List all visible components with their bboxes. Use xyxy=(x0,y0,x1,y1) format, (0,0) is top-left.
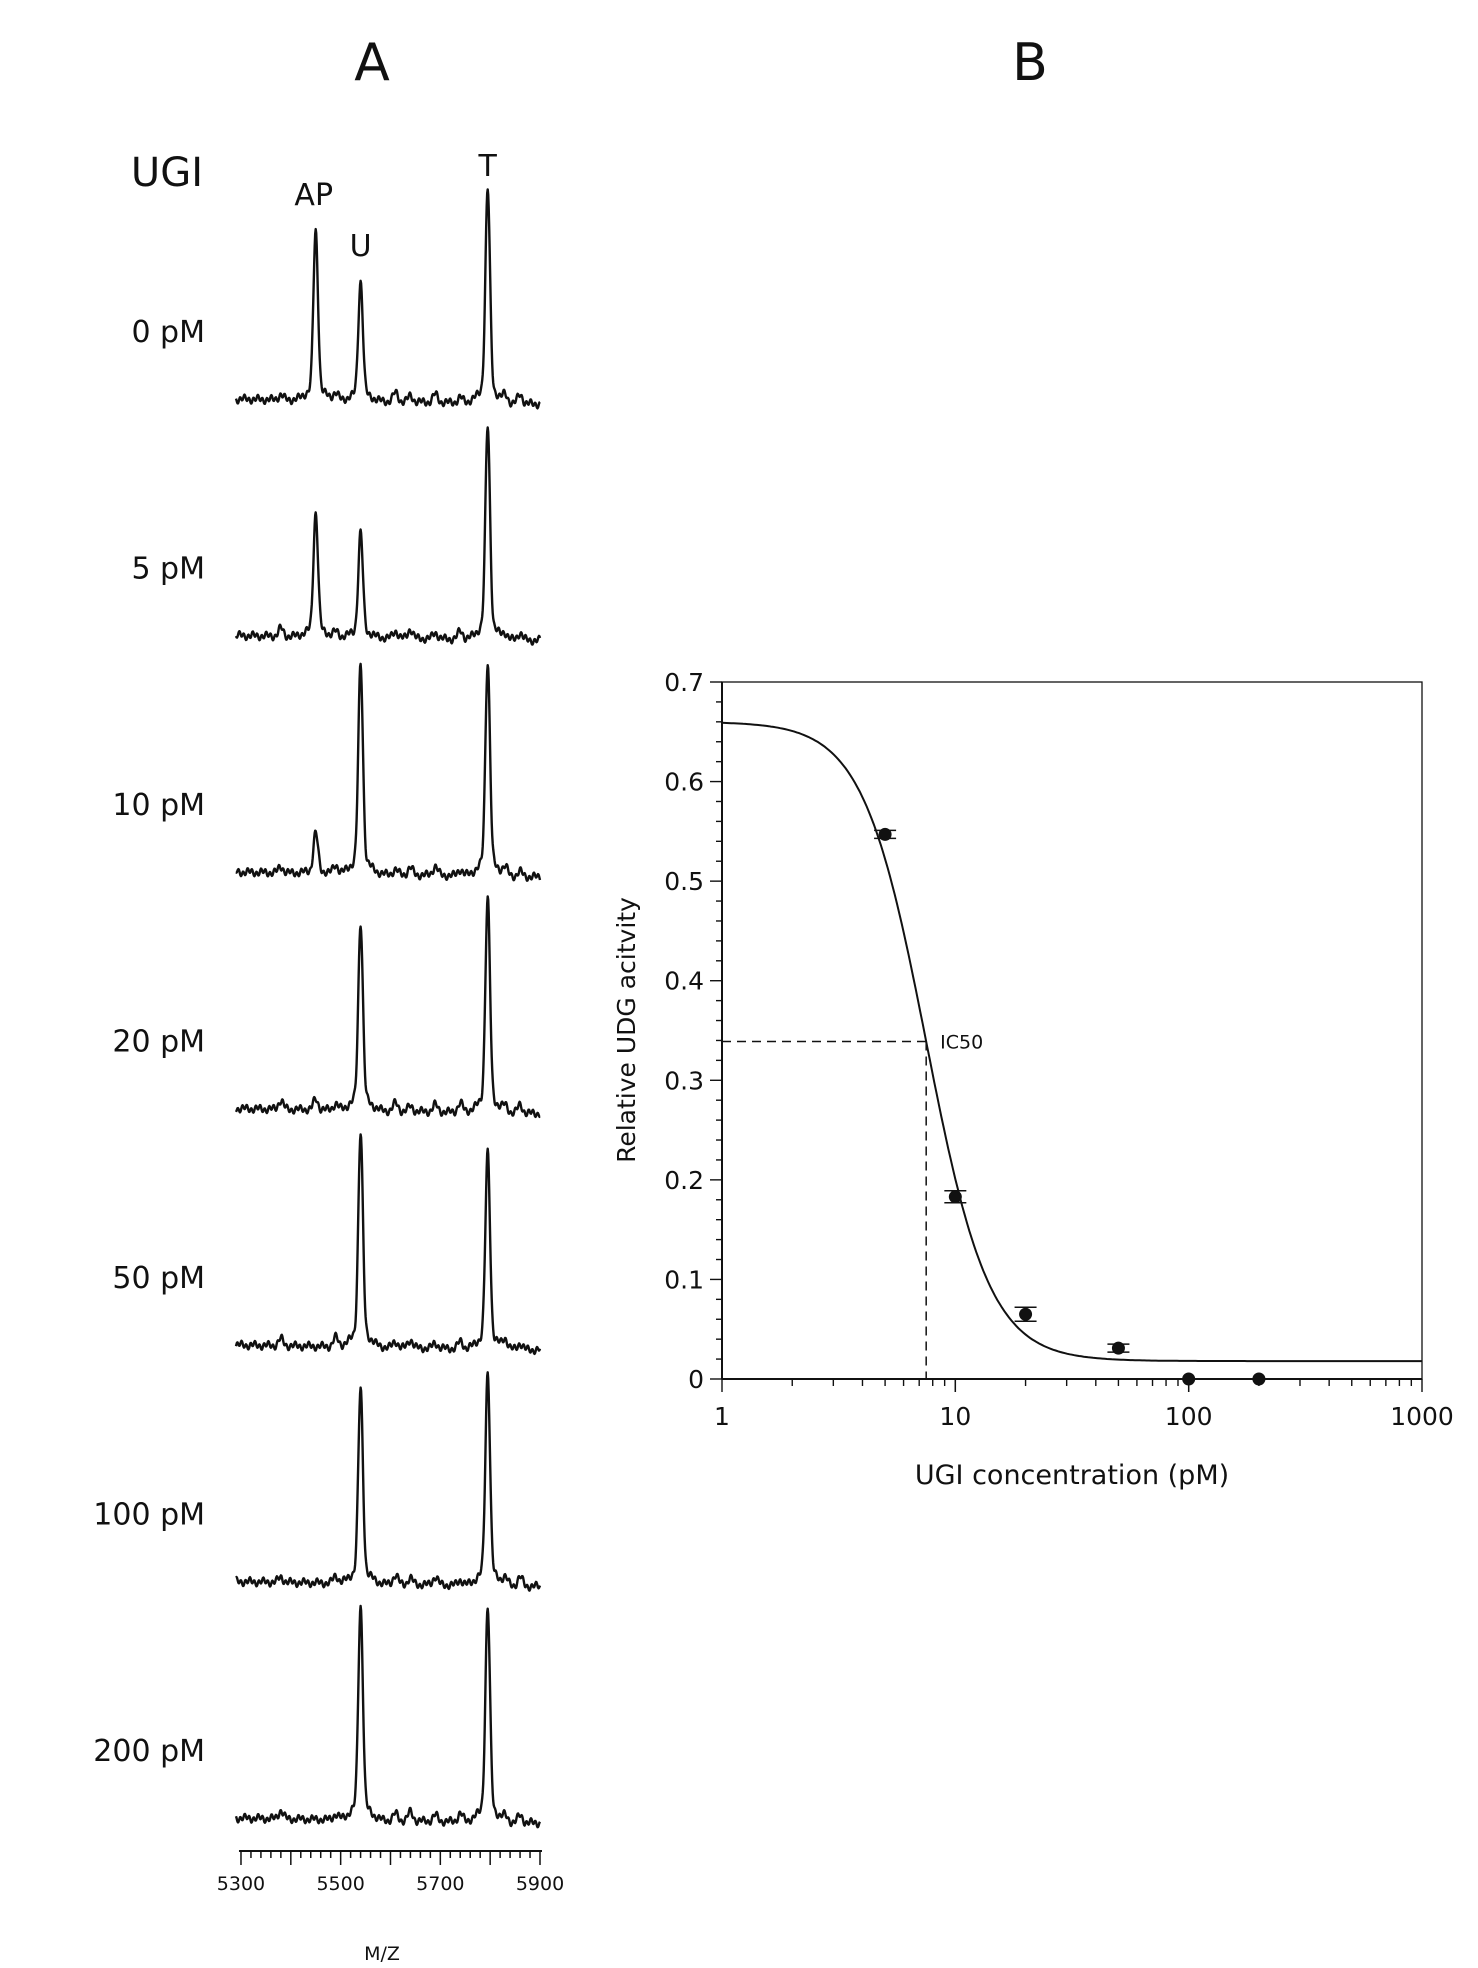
concentration-label: 100 pM xyxy=(93,1498,205,1533)
y-tick-label: 0.7 xyxy=(664,668,704,697)
data-point xyxy=(1182,1372,1196,1386)
spectrum-trace xyxy=(234,1604,542,1829)
point-marker xyxy=(1111,1341,1125,1355)
ugi-header: UGI xyxy=(131,150,203,196)
data-point xyxy=(1107,1341,1130,1355)
spectrum-trace xyxy=(234,1133,542,1356)
y-tick-label: 0.2 xyxy=(664,1166,704,1195)
y-axis-label: Relative UDG acitvity xyxy=(612,897,641,1163)
data-points xyxy=(874,827,1266,1386)
concentration-label: 50 pM xyxy=(112,1261,205,1296)
spectrum-row: 0 pM xyxy=(131,188,541,410)
fit-curve-group: IC50 xyxy=(721,721,1422,1379)
x-tick-label: 100 xyxy=(1165,1402,1213,1431)
spectra-rows: 0 pM 5 pM 10 pM 20 pM 50 pM 100 pM 200 pM xyxy=(93,188,542,1829)
spectrum-row: 10 pM xyxy=(112,662,542,882)
data-point xyxy=(1252,1372,1266,1386)
y-axis: 0 0.1 0.2 0.3 0.4 0.5 0.6 0.7 xyxy=(664,668,723,1394)
x-tick-label: 1 xyxy=(714,1402,730,1431)
mz-tick-label: 5700 xyxy=(416,1873,464,1895)
y-tick-label: 0.4 xyxy=(664,967,704,996)
spectrum-row: 200 pM xyxy=(93,1604,542,1829)
mz-tick-label: 5500 xyxy=(316,1873,364,1895)
mz-axis: 5300 5500 5700 5900 xyxy=(217,1850,564,1895)
spectrum-row: 50 pM xyxy=(112,1133,542,1356)
spectrum-row: 5 pM xyxy=(131,426,542,646)
concentration-label: 5 pM xyxy=(131,552,205,587)
y-tick-label: 0.1 xyxy=(664,1265,704,1294)
peak-label: AP xyxy=(294,178,333,213)
x-tick-label: 1000 xyxy=(1390,1402,1454,1431)
y-tick-label: 0.6 xyxy=(664,768,704,797)
peak-label: T xyxy=(478,149,498,184)
x-axis-label: UGI concentration (pM) xyxy=(915,1460,1229,1491)
spectrum-trace xyxy=(234,188,541,410)
spectrum-trace xyxy=(235,662,542,882)
point-marker xyxy=(1252,1372,1266,1386)
concentration-label: 20 pM xyxy=(112,1025,205,1060)
y-tick-label: 0.3 xyxy=(664,1066,704,1095)
y-tick-label: 0.5 xyxy=(664,867,704,896)
point-marker xyxy=(948,1190,962,1204)
spectrum-trace xyxy=(234,426,542,646)
concentration-label: 200 pM xyxy=(93,1734,205,1769)
spectrum-trace xyxy=(235,1371,542,1592)
fit-curve xyxy=(721,721,1422,1363)
concentration-label: 0 pM xyxy=(131,315,205,350)
ic50-label: IC50 xyxy=(940,1031,983,1053)
mz-axis-label: M/Z xyxy=(364,1943,400,1965)
plot-frame xyxy=(721,681,1423,1380)
data-point xyxy=(944,1190,967,1204)
spectrum-trace xyxy=(234,895,541,1119)
panel-b-dose-response: 0 0.1 0.2 0.3 0.4 0.5 0.6 0.7 1 10 100 1000 IC50 U… xyxy=(612,668,1454,1491)
y-tick-label: 0 xyxy=(688,1365,704,1394)
mz-tick-label: 5900 xyxy=(516,1873,564,1895)
data-point xyxy=(1014,1306,1037,1322)
point-marker xyxy=(878,827,892,841)
spectrum-row: 20 pM xyxy=(112,895,541,1119)
peak-label: U xyxy=(350,229,372,264)
x-tick-label: 10 xyxy=(939,1402,971,1431)
panel-a-label: A xyxy=(354,33,390,93)
point-marker xyxy=(1182,1372,1196,1386)
panel-b-label: B xyxy=(1012,33,1048,93)
data-point xyxy=(874,827,897,841)
concentration-label: 10 pM xyxy=(112,788,205,823)
x-axis: 1 10 100 1000 xyxy=(714,1378,1454,1431)
point-marker xyxy=(1019,1307,1033,1321)
spectrum-row: 100 pM xyxy=(93,1371,542,1592)
mz-tick-label: 5300 xyxy=(217,1873,265,1895)
